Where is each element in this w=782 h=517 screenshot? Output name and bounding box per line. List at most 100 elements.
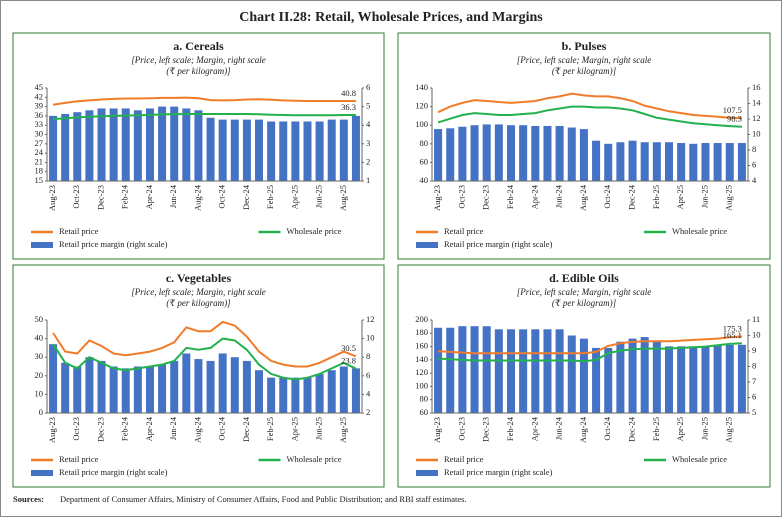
- y-tick-label: 42: [35, 91, 44, 101]
- y2-tick-label: 6: [752, 391, 756, 401]
- bar: [145, 366, 154, 413]
- bar: [458, 326, 467, 413]
- bar: [339, 366, 348, 413]
- y2-tick-label: 7: [752, 376, 756, 386]
- bar: [291, 121, 300, 181]
- bar: [121, 108, 130, 181]
- panel-title: c. Vegetables: [166, 271, 232, 285]
- x-tick-label: Oct-23: [456, 417, 466, 441]
- y2-tick-label: 8: [752, 144, 756, 154]
- x-tick-label: Oct-24: [602, 416, 612, 440]
- y-tick-label: 15: [35, 175, 44, 185]
- bar: [543, 125, 552, 181]
- x-tick-label: Jun-24: [168, 184, 178, 208]
- y-tick-label: 39: [35, 101, 44, 111]
- panel-subtitle: [Price, left scale; Margin, right scale: [517, 287, 651, 297]
- bar: [73, 112, 82, 181]
- bar: [303, 121, 312, 181]
- end-value-label: 40.8: [341, 88, 356, 98]
- bar: [351, 115, 360, 181]
- bar: [327, 119, 336, 181]
- y-tick-label: 21: [35, 156, 44, 166]
- bar: [49, 344, 58, 413]
- y-tick-label: 18: [35, 166, 44, 176]
- x-tick-label: Jun-25: [314, 185, 324, 208]
- panel-subtitle: (₹ per kilogram)]: [552, 66, 617, 76]
- bar: [194, 359, 203, 413]
- x-tick-label: Aug-24: [192, 184, 202, 211]
- bar: [121, 368, 130, 413]
- x-tick-label: Apr-25: [675, 417, 685, 441]
- x-tick-label: Aug-25: [338, 417, 348, 443]
- bar: [579, 129, 588, 181]
- y2-tick-label: 4: [366, 388, 371, 398]
- bar: [470, 326, 479, 413]
- bar: [567, 335, 576, 413]
- bar: [677, 143, 686, 181]
- y-tick-label: 80: [420, 138, 429, 148]
- bar: [531, 329, 540, 413]
- panel-subtitle: [Price, left scale; Margin, right scale: [131, 287, 265, 297]
- bar: [230, 119, 239, 181]
- bar: [701, 346, 710, 413]
- line: [437, 105, 742, 128]
- legend-label: Wholesale price: [287, 454, 342, 464]
- y-tick-label: 180: [415, 327, 428, 337]
- x-tick-label: Aug-25: [338, 185, 348, 211]
- end-value-label: 30.5: [341, 343, 356, 353]
- x-tick-label: Jun-24: [168, 416, 178, 440]
- bar: [446, 128, 455, 181]
- y-tick-label: 40: [420, 175, 429, 185]
- bar: [555, 125, 564, 181]
- y2-tick-label: 10: [366, 333, 375, 343]
- page-title: Chart II.28: Retail, Wholesale Prices, a…: [239, 10, 543, 25]
- bar: [85, 357, 94, 413]
- y2-tick-label: 8: [752, 360, 756, 370]
- legend-label: Retail price margin (right scale): [444, 239, 553, 249]
- y2-tick-label: 1: [366, 175, 370, 185]
- x-tick-label: Jun-24: [554, 184, 564, 208]
- bar: [725, 143, 734, 181]
- legend-swatch: [31, 242, 53, 248]
- y-tick-label: 10: [35, 388, 44, 398]
- x-tick-label: Aug-24: [192, 416, 202, 443]
- y2-tick-label: 12: [366, 314, 375, 324]
- bar: [458, 126, 467, 181]
- bar: [242, 360, 251, 413]
- panel-frame: [12, 32, 385, 260]
- bar: [315, 121, 324, 181]
- bar: [555, 329, 564, 413]
- bar: [158, 106, 167, 181]
- bar: [579, 338, 588, 413]
- bar: [506, 329, 516, 413]
- bar: [230, 357, 239, 413]
- y2-tick-label: 9: [752, 345, 756, 355]
- bar: [446, 327, 455, 413]
- bar: [434, 129, 443, 181]
- bar: [543, 329, 552, 413]
- x-tick-label: Feb-25: [265, 185, 275, 209]
- x-tick-label: Dec-24: [241, 416, 251, 442]
- y-tick-label: 20: [35, 370, 44, 380]
- bar: [73, 366, 82, 413]
- x-tick-label: Jun-25: [699, 185, 709, 208]
- legend-label: Retail price: [59, 226, 99, 236]
- y2-tick-label: 5: [752, 407, 756, 417]
- x-tick-label: Jun-25: [314, 417, 324, 440]
- x-tick-label: Apr-24: [529, 416, 539, 441]
- x-tick-label: Aug-23: [432, 417, 442, 443]
- panel-subtitle: (₹ per kilogram)]: [552, 298, 617, 308]
- x-tick-label: Oct-23: [456, 185, 466, 209]
- x-tick-label: Dec-23: [481, 417, 491, 442]
- x-tick-label: Dec-23: [95, 417, 105, 442]
- y-tick-label: 40: [35, 333, 44, 343]
- bar: [97, 360, 106, 413]
- y-tick-label: 33: [35, 119, 44, 129]
- panel-frame: [397, 264, 771, 488]
- bar: [133, 366, 142, 413]
- y-tick-label: 50: [35, 314, 44, 324]
- y2-tick-label: 4: [752, 175, 757, 185]
- bar: [531, 125, 540, 181]
- bar: [255, 119, 264, 181]
